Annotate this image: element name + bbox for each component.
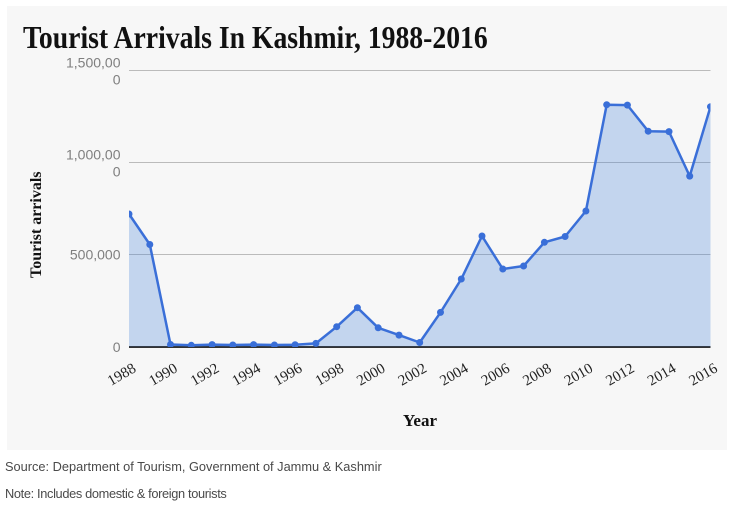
svg-text:2002: 2002 bbox=[396, 361, 430, 390]
svg-text:2014: 2014 bbox=[645, 360, 679, 389]
svg-text:1998: 1998 bbox=[313, 361, 347, 390]
svg-text:2012: 2012 bbox=[603, 361, 637, 390]
svg-text:0: 0 bbox=[113, 164, 121, 180]
svg-text:1988: 1988 bbox=[105, 361, 139, 390]
svg-text:2008: 2008 bbox=[520, 361, 554, 390]
svg-text:2000: 2000 bbox=[354, 361, 388, 390]
svg-text:2016: 2016 bbox=[687, 360, 721, 389]
svg-text:2004: 2004 bbox=[437, 360, 471, 389]
svg-text:0: 0 bbox=[113, 339, 121, 355]
svg-text:500,000: 500,000 bbox=[70, 247, 121, 263]
svg-text:1990: 1990 bbox=[147, 361, 181, 390]
svg-text:1992: 1992 bbox=[188, 361, 222, 390]
svg-text:1,500,00: 1,500,00 bbox=[66, 55, 121, 71]
svg-text:2006: 2006 bbox=[479, 360, 513, 389]
svg-text:0: 0 bbox=[113, 72, 121, 88]
svg-text:1,000,00: 1,000,00 bbox=[66, 147, 121, 163]
svg-text:2010: 2010 bbox=[562, 361, 596, 390]
svg-text:1994: 1994 bbox=[230, 360, 264, 389]
svg-text:1996: 1996 bbox=[271, 360, 305, 389]
